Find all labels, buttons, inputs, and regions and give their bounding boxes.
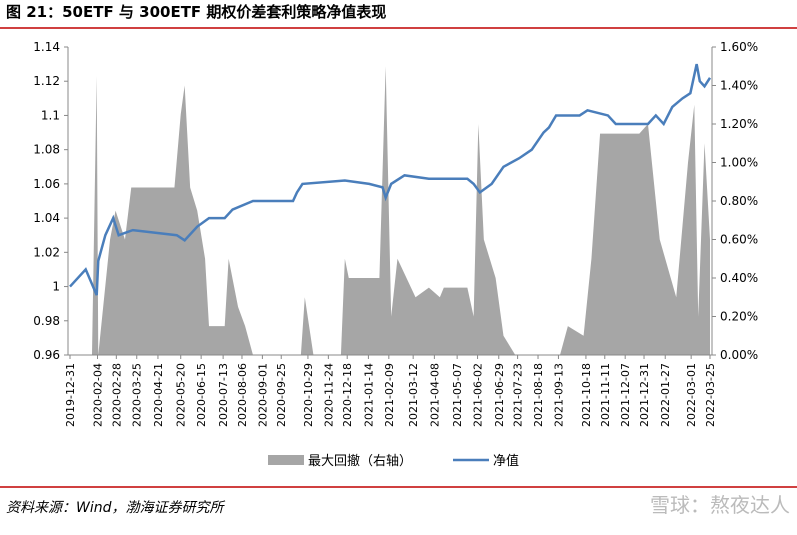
source: 资料来源：Wind，渤海证券研究所 (6, 500, 225, 516)
x-tick-label: 2020-02-04 (91, 363, 104, 427)
y2-tick-label: 1.40% (720, 79, 758, 93)
x-tick-label: 2021-12-07 (619, 363, 632, 427)
y2-tick-label: 0.20% (720, 310, 758, 324)
y-tick-label: 1.06 (33, 177, 60, 191)
y-tick-label: 0.96 (33, 348, 60, 362)
x-tick-label: 2020-10-29 (302, 363, 315, 427)
x-tick-label: 2020-02-28 (110, 363, 123, 427)
x-tick-label: 2020-05-20 (175, 363, 188, 427)
chart-title: 图 21：50ETF 与 300ETF 期权价差套利策略净值表现 (6, 3, 386, 21)
y-tick-label: 1.1 (41, 108, 60, 122)
x-tick-label: 2021-06-02 (472, 363, 485, 427)
y-tick-label: 1.02 (33, 245, 60, 259)
x-tick-label: 2021-06-29 (493, 363, 506, 427)
x-tick-label: 2020-03-25 (131, 363, 144, 427)
drawdown-area (70, 66, 710, 355)
y-tick-label: 1.12 (33, 74, 60, 88)
y-tick-label: 1.08 (33, 143, 60, 157)
y2-tick-label: 1.60% (720, 40, 758, 54)
x-tick-label: 2020-07-13 (217, 363, 230, 427)
x-tick-label: 2021-04-08 (428, 363, 441, 427)
x-tick-label: 2020-08-06 (236, 363, 249, 427)
y2-tick-label: 1.00% (720, 156, 758, 170)
x-tick-label: 2022-03-25 (704, 363, 717, 427)
y2-tick-label: 0.80% (720, 194, 758, 208)
x-tick-label: 2021-03-12 (407, 363, 420, 427)
x-tick-label: 2021-11-11 (599, 363, 612, 427)
watermark: 雪球：熬夜达人 (650, 493, 790, 517)
y2-tick-label: 0.00% (720, 348, 758, 362)
x-tick-label: 2019-12-31 (64, 363, 77, 427)
y2-tick-label: 0.60% (720, 233, 758, 247)
x-tick-label: 2021-05-07 (451, 363, 464, 427)
x-tick-label: 2021-09-13 (552, 363, 565, 427)
x-tick-label: 2021-02-09 (383, 363, 396, 427)
x-tick-label: 2020-09-25 (275, 363, 288, 427)
y-tick-label: 1 (52, 280, 60, 294)
x-tick-label: 2020-12-18 (341, 363, 354, 427)
legend-swatch (268, 455, 304, 465)
x-tick-label: 2022-01-27 (659, 363, 672, 427)
x-tick-label: 2022-03-01 (685, 363, 698, 427)
nav-line (69, 63, 712, 296)
y2-tick-label: 1.20% (720, 117, 758, 131)
x-tick-label: 2020-06-15 (195, 363, 208, 427)
x-tick-label: 2021-10-18 (580, 363, 593, 427)
x-tick-label: 2021-12-31 (638, 363, 651, 427)
y2-tick-label: 0.40% (720, 271, 758, 285)
x-tick-label: 2020-04-21 (152, 363, 165, 427)
x-tick-label: 2020-09-01 (256, 363, 269, 427)
y-tick-label: 0.98 (33, 314, 60, 328)
legend-label: 最大回撤（右轴） (308, 453, 412, 469)
x-tick-label: 2020-11-24 (322, 363, 335, 427)
legend-label: 净值 (493, 453, 519, 469)
y-tick-label: 1.04 (33, 211, 60, 225)
x-tick-label: 2021-07-23 (512, 363, 525, 427)
y-tick-label: 1.14 (33, 40, 60, 54)
x-tick-label: 2021-08-18 (532, 363, 545, 427)
x-tick-label: 2021-01-14 (362, 363, 375, 427)
